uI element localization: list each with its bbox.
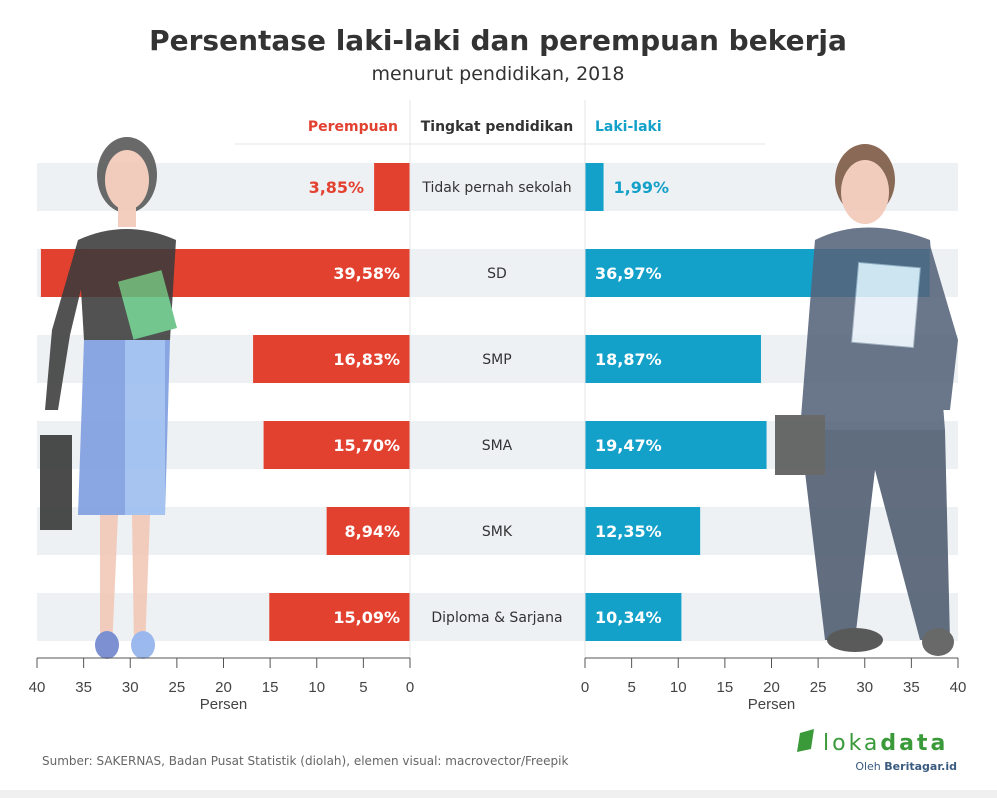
arm [45, 240, 88, 410]
value-label-laki-laki: 36,97% [595, 264, 662, 283]
tick-label: 35 [75, 679, 92, 696]
tick-label: 5 [359, 679, 367, 696]
svg-text:lokadata: lokadata [823, 731, 948, 756]
tick-label: 5 [627, 679, 635, 696]
bar-perempuan [263, 421, 410, 469]
tick-label: 10 [308, 679, 325, 696]
value-label-laki-laki: 12,35% [595, 522, 662, 541]
category-label: SMP [482, 352, 511, 368]
bar-laki-laki [585, 593, 682, 641]
bar-perempuan [374, 163, 410, 211]
face [841, 160, 889, 224]
tick-label: 20 [215, 679, 232, 696]
tick-label: 25 [169, 679, 186, 696]
category-label: SD [487, 266, 507, 282]
bar-perempuan [326, 507, 410, 555]
source-note: Sumber: SAKERNAS, Badan Pusat Statistik … [42, 754, 568, 768]
row-background [37, 593, 958, 641]
category-label: Tidak pernah sekolah [421, 180, 571, 196]
value-label-perempuan: 3,85% [309, 178, 365, 197]
x-axis-label: Persen [748, 696, 796, 713]
neck [118, 205, 136, 227]
chart-title: Persentase laki-laki dan perempuan beker… [149, 24, 847, 57]
shoe [922, 628, 954, 656]
value-label-perempuan: 8,94% [344, 522, 400, 541]
tick-label: 20 [763, 679, 780, 696]
bar-laki-laki [585, 335, 761, 383]
value-label-laki-laki: 18,87% [595, 350, 662, 369]
lokadata-logo: lokadata Oleh Beritagar.id [797, 729, 957, 773]
bar-perempuan [269, 593, 410, 641]
chart-subtitle: menurut pendidikan, 2018 [372, 63, 625, 85]
svg-text:Oleh Beritagar.id: Oleh Beritagar.id [855, 760, 957, 773]
tick-label: 35 [903, 679, 920, 696]
row-background [37, 163, 958, 211]
tick-label: 10 [670, 679, 687, 696]
tick-label: 15 [262, 679, 279, 696]
category-header: Tingkat pendidikan [421, 119, 574, 135]
value-label-laki-laki: 19,47% [595, 436, 662, 455]
leaf-icon [797, 729, 814, 752]
shoe [131, 631, 155, 659]
category-label: Diploma & Sarjana [431, 610, 562, 626]
tick-label: 25 [810, 679, 827, 696]
tick-label: 40 [950, 679, 967, 696]
value-label-perempuan: 15,09% [333, 608, 400, 627]
value-label-laki-laki: 10,34% [595, 608, 662, 627]
tick-label: 30 [122, 679, 139, 696]
tick-label: 30 [856, 679, 873, 696]
x-axis-label: Persen [200, 696, 248, 713]
book [117, 270, 177, 340]
value-label-perempuan: 16,83% [333, 350, 400, 369]
value-label-perempuan: 39,58% [333, 264, 400, 283]
legend-perempuan: Perempuan [308, 119, 398, 135]
document [851, 261, 921, 349]
briefcase [775, 415, 825, 475]
bar-laki-laki [585, 163, 604, 211]
tick-label: 15 [717, 679, 734, 696]
category-label: SMA [482, 438, 513, 454]
man-figure [775, 144, 958, 656]
tick-label: 40 [29, 679, 46, 696]
woman-figure [40, 137, 177, 659]
value-label-laki-laki: 1,99% [614, 178, 670, 197]
handbag [40, 435, 72, 530]
category-label: SMK [482, 524, 513, 540]
row-background [37, 507, 958, 555]
skirt-light [125, 340, 165, 515]
shoe [827, 628, 883, 652]
arm [918, 245, 958, 410]
bar-perempuan [253, 335, 410, 383]
tick-label: 0 [581, 679, 589, 696]
bar-laki-laki [585, 507, 701, 555]
leg [132, 515, 150, 650]
bar-laki-laki [585, 421, 767, 469]
trousers [800, 430, 950, 640]
face [105, 150, 149, 210]
tick-label: 0 [406, 679, 414, 696]
legend-laki-laki: Laki-laki [595, 119, 662, 135]
leg [100, 515, 118, 650]
shoe [95, 631, 119, 659]
value-label-perempuan: 15,70% [333, 436, 400, 455]
